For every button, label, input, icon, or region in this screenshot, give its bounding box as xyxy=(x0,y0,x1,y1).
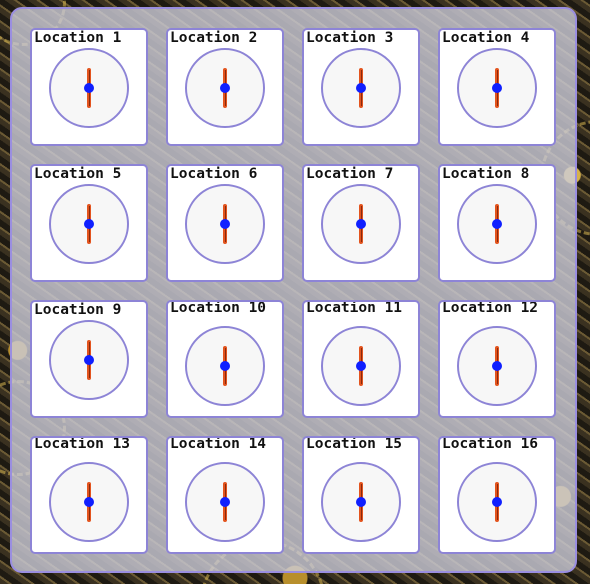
location-card-10[interactable]: Location 10 xyxy=(166,300,284,418)
compass-hub xyxy=(492,219,502,229)
compass-icon xyxy=(49,462,129,542)
compass-icon xyxy=(185,462,265,542)
compass-icon xyxy=(321,462,401,542)
location-label: Location 3 xyxy=(306,30,394,46)
compass-icon xyxy=(49,320,129,400)
compass-icon xyxy=(185,48,265,128)
location-label: Location 8 xyxy=(442,166,530,182)
location-label: Location 1 xyxy=(34,30,122,46)
location-card-11[interactable]: Location 11 xyxy=(302,300,420,418)
location-card-1[interactable]: Location 1 xyxy=(30,28,148,146)
location-label: Location 7 xyxy=(306,166,394,182)
compass-hub xyxy=(84,219,94,229)
compass-hub xyxy=(492,361,502,371)
location-grid: Location 1 Location 2 Location 3 Locatio… xyxy=(12,9,575,571)
compass-hub xyxy=(492,83,502,93)
compass-icon xyxy=(49,48,129,128)
compass-hub xyxy=(84,83,94,93)
location-card-16[interactable]: Location 16 xyxy=(438,436,556,554)
location-label: Location 5 xyxy=(34,166,122,182)
compass-hub xyxy=(356,83,366,93)
location-label: Location 6 xyxy=(170,166,258,182)
compass-icon xyxy=(185,326,265,406)
compass-hub xyxy=(356,219,366,229)
compass-hub xyxy=(220,83,230,93)
location-label: Location 2 xyxy=(170,30,258,46)
compass-icon xyxy=(457,326,537,406)
compass-icon xyxy=(457,462,537,542)
compass-icon xyxy=(185,184,265,264)
compass-hub xyxy=(220,219,230,229)
location-label: Location 11 xyxy=(306,300,403,316)
location-label: Location 15 xyxy=(306,436,403,452)
location-card-13[interactable]: Location 13 xyxy=(30,436,148,554)
location-label: Location 4 xyxy=(442,30,530,46)
location-panel: Location 1 Location 2 Location 3 Locatio… xyxy=(10,7,577,573)
compass-icon xyxy=(321,48,401,128)
location-card-15[interactable]: Location 15 xyxy=(302,436,420,554)
location-card-7[interactable]: Location 7 xyxy=(302,164,420,282)
location-label: Location 14 xyxy=(170,436,267,452)
compass-hub xyxy=(220,361,230,371)
compass-icon xyxy=(321,326,401,406)
location-card-9[interactable]: Location 9 xyxy=(30,300,148,418)
compass-icon xyxy=(49,184,129,264)
location-label: Location 16 xyxy=(442,436,539,452)
location-label: Location 10 xyxy=(170,300,267,316)
location-label: Location 9 xyxy=(34,302,122,318)
location-card-2[interactable]: Location 2 xyxy=(166,28,284,146)
location-card-6[interactable]: Location 6 xyxy=(166,164,284,282)
compass-hub xyxy=(492,497,502,507)
compass-icon xyxy=(321,184,401,264)
compass-hub xyxy=(356,361,366,371)
location-card-14[interactable]: Location 14 xyxy=(166,436,284,554)
compass-hub xyxy=(220,497,230,507)
location-card-4[interactable]: Location 4 xyxy=(438,28,556,146)
compass-hub xyxy=(84,355,94,365)
location-card-5[interactable]: Location 5 xyxy=(30,164,148,282)
location-label: Location 13 xyxy=(34,436,131,452)
location-label: Location 12 xyxy=(442,300,539,316)
compass-icon xyxy=(457,48,537,128)
compass-hub xyxy=(356,497,366,507)
location-card-8[interactable]: Location 8 xyxy=(438,164,556,282)
compass-icon xyxy=(457,184,537,264)
location-card-12[interactable]: Location 12 xyxy=(438,300,556,418)
location-card-3[interactable]: Location 3 xyxy=(302,28,420,146)
compass-hub xyxy=(84,497,94,507)
